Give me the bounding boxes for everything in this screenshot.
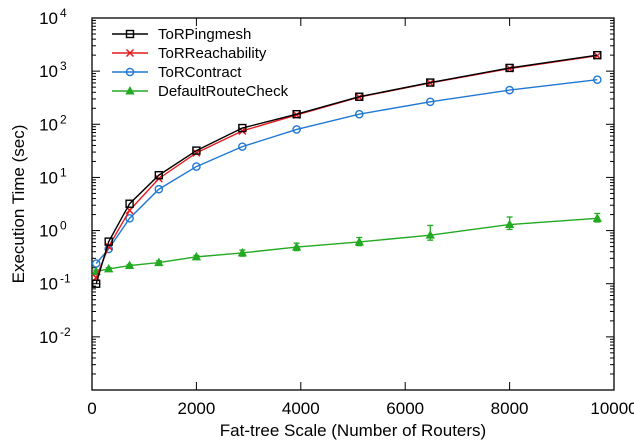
x-axis-label: Fat-tree Scale (Number of Routers) bbox=[220, 421, 486, 440]
data-point bbox=[124, 260, 135, 270]
x-tick-label: 8000 bbox=[491, 399, 529, 418]
legend-label: ToRPingmesh bbox=[158, 26, 251, 43]
data-point bbox=[154, 257, 164, 267]
data-point bbox=[354, 236, 364, 246]
y-tick-label-exponent: 1 bbox=[60, 165, 67, 179]
legend: ToRPingmesh ToRReachability ToRContract Def… bbox=[112, 26, 289, 100]
y-axis-label: Execution Time (sec) bbox=[9, 125, 28, 284]
y-tick-label: 10 bbox=[39, 9, 58, 28]
y-tick-label-exponent: 3 bbox=[60, 59, 67, 73]
y-tick-label: 10 bbox=[39, 115, 58, 134]
series-line bbox=[95, 54, 598, 284]
data-point bbox=[505, 63, 514, 73]
y-tick-label: 10 bbox=[39, 222, 58, 241]
data-point bbox=[91, 259, 101, 268]
data-point bbox=[291, 241, 302, 251]
data-point bbox=[292, 109, 301, 119]
y-tick-label-exponent: -1 bbox=[60, 272, 71, 286]
data-point bbox=[593, 50, 602, 60]
legend-swatch-marker bbox=[125, 48, 135, 58]
data-point bbox=[192, 148, 201, 157]
data-point bbox=[426, 78, 435, 87]
data-point bbox=[191, 251, 202, 261]
legend-label: ToRReachability bbox=[158, 45, 267, 62]
data-point bbox=[237, 247, 247, 257]
y-tick-label: 10 bbox=[39, 62, 58, 81]
plot-frame bbox=[91, 17, 615, 391]
legend-label: DefaultRouteCheck bbox=[158, 83, 289, 100]
data-point bbox=[355, 92, 364, 101]
data-point bbox=[192, 146, 201, 155]
data-point bbox=[125, 199, 134, 208]
series-torcontract bbox=[91, 75, 602, 268]
data-point bbox=[192, 162, 201, 171]
series-line bbox=[96, 217, 598, 273]
series-defaultroutecheck bbox=[91, 212, 602, 275]
data-point bbox=[592, 75, 602, 85]
data-point bbox=[125, 214, 134, 223]
y-tick-label-exponent: 4 bbox=[60, 6, 67, 20]
data-point bbox=[592, 213, 602, 222]
legend-swatch-marker bbox=[125, 29, 135, 39]
data-point bbox=[238, 142, 247, 151]
y-tick-label-exponent: 2 bbox=[60, 112, 67, 126]
legend-item: DefaultRouteCheck bbox=[112, 83, 289, 100]
y-tick-label: 10 bbox=[39, 328, 58, 347]
y-tick-label-exponent: 0 bbox=[60, 219, 67, 233]
legend-swatch-marker bbox=[125, 85, 135, 95]
legend-swatch-marker bbox=[125, 67, 135, 77]
data-point bbox=[505, 85, 514, 95]
x-tick-label: 0 bbox=[87, 399, 96, 418]
x-tick-label: 2000 bbox=[177, 399, 215, 418]
y-tick-label: 10 bbox=[39, 275, 58, 294]
data-point bbox=[354, 109, 364, 119]
data-point bbox=[425, 97, 435, 107]
series-layer bbox=[91, 50, 602, 288]
legend-item: ToRContract bbox=[112, 64, 242, 81]
data-point bbox=[238, 123, 247, 133]
data-point bbox=[154, 184, 164, 194]
legend-label: ToRContract bbox=[158, 64, 242, 81]
series-line bbox=[95, 79, 598, 264]
data-point bbox=[104, 263, 114, 273]
data-point bbox=[91, 279, 101, 288]
data-point bbox=[425, 230, 435, 239]
x-axis-ticks: 0 2000 4000 6000 8000 10000 bbox=[87, 18, 634, 418]
y-tick-label-exponent: -2 bbox=[60, 325, 71, 339]
data-point bbox=[504, 219, 515, 229]
data-point bbox=[292, 125, 301, 134]
y-tick-label: 10 bbox=[39, 168, 58, 187]
legend-item: ToRReachability bbox=[112, 45, 267, 62]
data-point bbox=[154, 171, 164, 180]
x-tick-label: 6000 bbox=[386, 399, 424, 418]
series-torpingmesh bbox=[91, 50, 602, 288]
x-tick-label: 10000 bbox=[590, 399, 634, 418]
x-tick-label: 4000 bbox=[282, 399, 320, 418]
legend-item: ToRPingmesh bbox=[112, 26, 251, 43]
data-point bbox=[104, 237, 113, 246]
